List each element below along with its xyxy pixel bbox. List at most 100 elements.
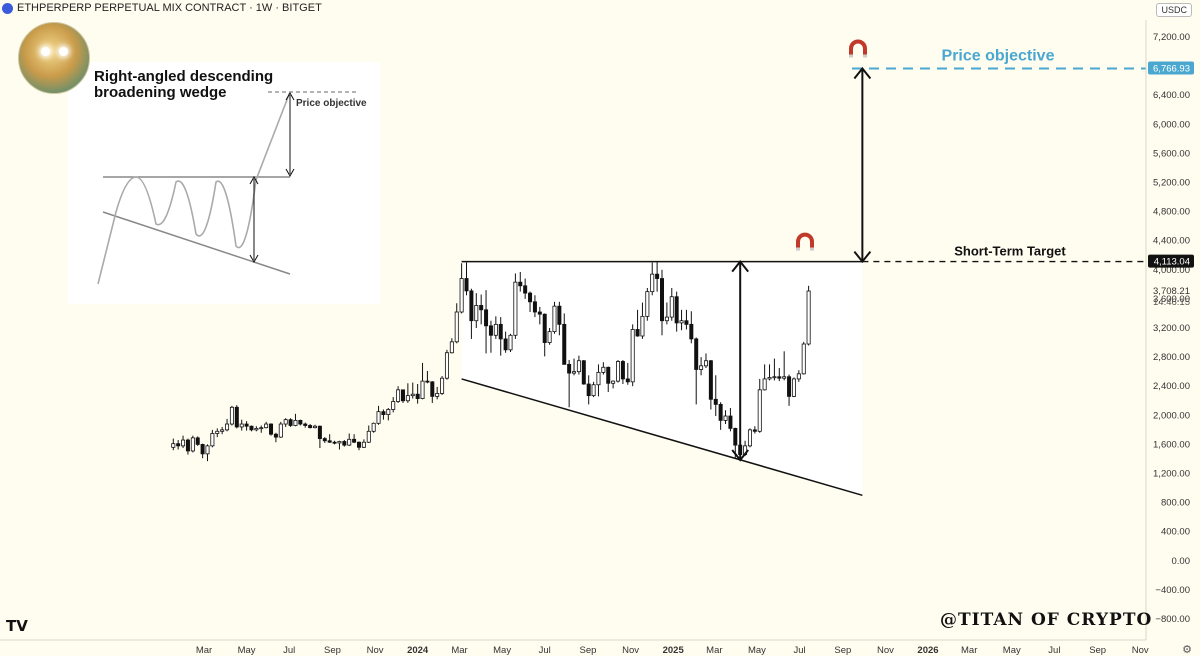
tradingview-logo[interactable]: TV [6,617,28,635]
candle-body [361,441,366,448]
candle-body [317,425,322,439]
candle-body [464,278,469,292]
candle-body [787,376,792,397]
candle-body [782,376,787,379]
y-tick-label: 800.00 [1161,498,1190,509]
magnet-body [796,232,814,248]
candle-body [694,338,699,370]
candles [171,261,811,462]
candle-body [679,320,684,324]
x-tick-label: Nov [622,645,639,656]
candle-body [493,323,498,336]
candle-body [415,393,420,399]
candle-body [405,395,410,402]
x-axis[interactable]: Mar May Jul Sep Nov 2024 Mar May Jul Sep Nov 2025 Ma… [196,645,1149,656]
candle-body [313,425,318,429]
candle-body [752,429,757,432]
chart-title: ETHPERPERP PERPETUAL MIX CONTRACT · 1W ·… [17,2,322,14]
candle-body [767,377,772,380]
candle-body [528,292,533,303]
candle-body [386,409,391,415]
y-tick-label: 5,200.00 [1153,178,1190,189]
x-tick-label: Sep [324,645,341,656]
candle-body [620,361,625,380]
x-tick-label: 2025 [663,645,685,656]
candle-body [332,441,337,444]
y-tick-label: 2,800.00 [1153,352,1190,363]
wedge-fill [461,261,863,496]
y-tick-label: 2,400.00 [1153,381,1190,392]
inset-price-path [97,91,291,285]
candle-body [718,403,723,421]
candle-body [269,423,274,435]
candle-body [215,430,220,434]
candle-body [557,305,562,325]
x-tick-label: Jul [793,645,805,656]
candle-body [435,393,440,397]
candle-body [625,378,630,383]
measure-arrows [731,66,872,462]
candle-body [200,443,205,455]
candle-body [542,313,547,343]
candle-body [381,411,386,415]
candle-body [484,309,489,327]
y-tick-label: 3,200.00 [1153,323,1190,334]
measure-arrow-head [853,66,872,80]
candle-body [371,422,376,432]
candle-body [611,380,616,384]
x-tick-label: Nov [367,645,384,656]
magnet-icon [849,39,867,58]
x-tick-label: May [748,645,766,656]
candle-body [684,320,689,325]
candle-body [733,427,738,446]
x-tick-label: Jul [539,645,551,656]
candle-body [283,419,288,425]
currency-unit-button[interactable]: USDC [1156,3,1192,17]
magnet-tip [810,247,814,251]
candle-body [498,323,503,340]
candle-body [581,360,586,385]
price-label-box [1148,254,1194,268]
price-label-text: 6,766.93 [1153,64,1190,75]
y-tick-label: 1,600.00 [1153,439,1190,450]
candle-body [190,437,195,452]
candle-body [337,441,342,444]
candle-body [674,296,679,324]
candle-body [444,352,449,379]
candle-body [650,273,655,293]
pattern-diagram: Price objective [97,91,367,285]
candle-body [469,290,474,322]
avatar-eye-right [59,47,68,56]
candle-body [630,329,635,383]
y-axis[interactable]: −800.00 −400.00 0.00 400.00 800.00 1,200.00 1,… [1153,32,1190,625]
inset-title: Right-angled descending broadening wedge [94,68,274,101]
settings-gear-icon[interactable]: ⚙ [1182,644,1192,656]
candle-body [234,406,239,428]
magnet-tip [863,54,867,58]
candle-body [655,273,660,279]
candle-body [552,305,557,333]
candle-body [347,438,352,446]
candle-body [376,411,381,424]
candle-body [278,423,283,438]
candle-body [703,360,708,367]
candle-body [708,360,713,400]
candle-body [288,419,293,426]
y-tick-label: −400.00 [1155,585,1190,596]
candle-body [185,439,190,452]
x-tick-label: May [1003,645,1021,656]
candle-body [171,443,176,448]
candle-body [757,389,762,432]
candle-body [659,278,664,322]
y-tick-label: 2,000.00 [1153,410,1190,421]
candle-body [723,415,728,421]
x-tick-label: Mar [196,645,212,656]
candle-body [420,380,425,399]
candle-body [562,323,567,365]
candle-body [400,389,405,402]
candle-body [777,376,782,379]
candle-body [308,425,313,429]
candle-body [488,325,493,336]
